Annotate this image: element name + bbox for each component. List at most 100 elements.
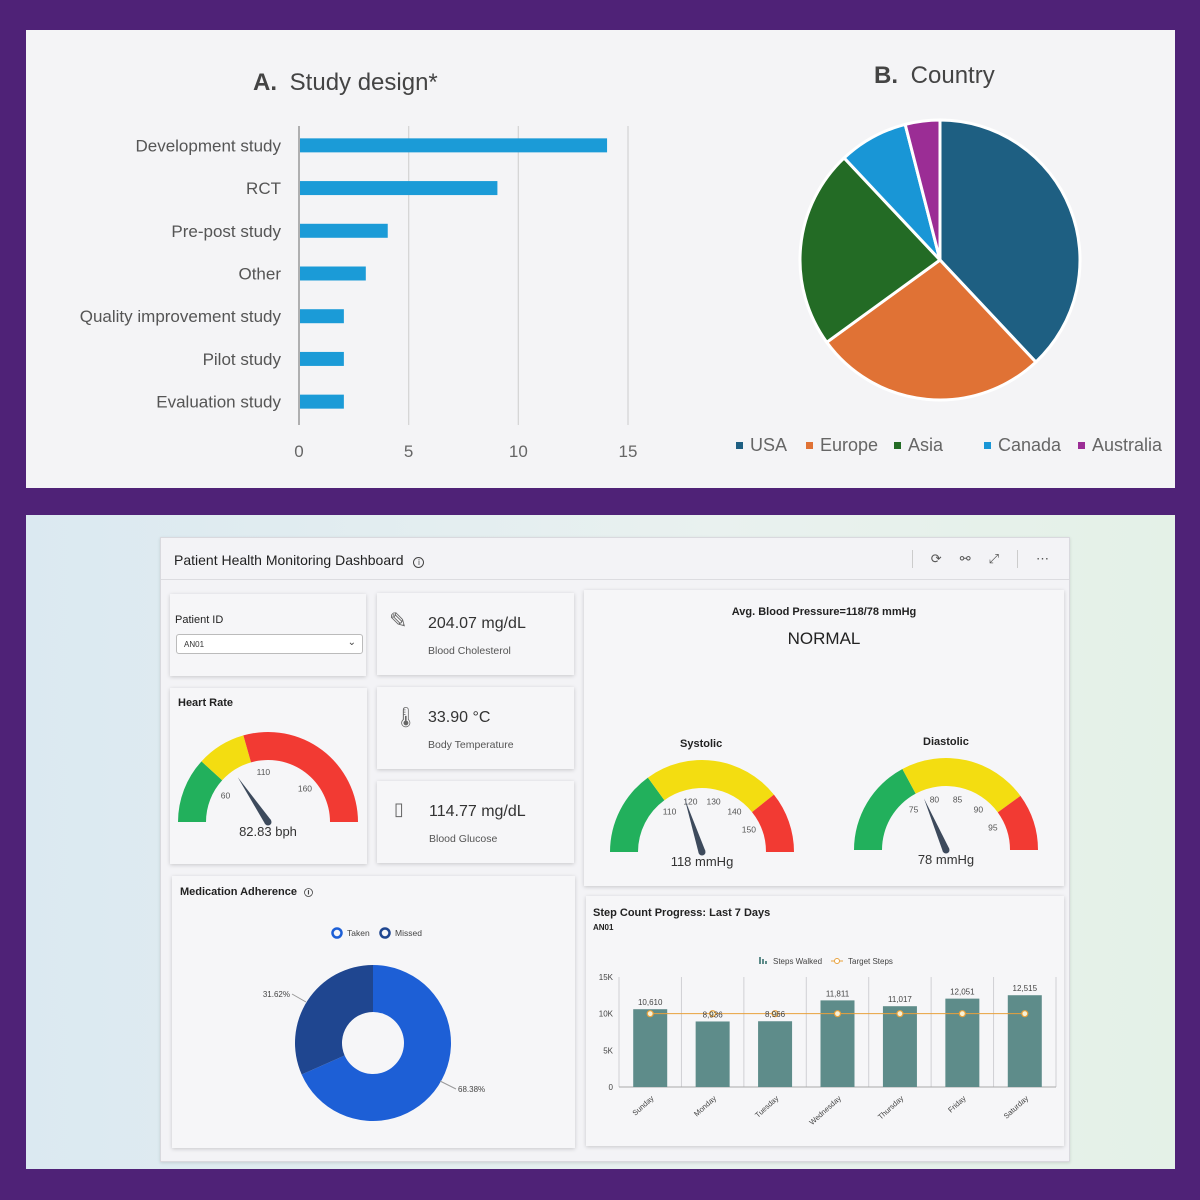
data-label: 31.62%: [263, 990, 290, 999]
gauge-tick-label: 160: [298, 783, 312, 793]
legend-label: Canada: [998, 435, 1062, 455]
gauge-tick-label: 120: [683, 796, 697, 806]
data-label: 12,051: [950, 988, 975, 997]
country-title: Country: [911, 62, 995, 89]
data-label: 11,017: [888, 995, 912, 1004]
legend-swatch: [806, 442, 813, 449]
glucose-label: Blood Glucose: [429, 833, 498, 845]
systolic-title: Systolic: [680, 738, 723, 750]
gauge-needle-hub: [698, 848, 706, 856]
y-tick-label: 0: [609, 1083, 614, 1092]
category-label: RCT: [246, 179, 281, 198]
legend-label: Missed: [395, 928, 422, 938]
gauge-needle-hub: [264, 818, 272, 826]
study-bar: [300, 309, 344, 324]
pie-slice: [824, 258, 1038, 402]
study-bar: [300, 181, 498, 196]
medication-title-wrap: Medication Adherence i: [180, 886, 314, 898]
target-point: [958, 1010, 966, 1018]
x-tick-label: Sunday: [631, 1094, 656, 1118]
glucose-meter-icon: ▯: [394, 799, 404, 820]
legend-swatch: [984, 442, 991, 449]
legend-label: Australia: [1092, 435, 1163, 455]
steps-bar: [1007, 995, 1042, 1087]
patient-id-select[interactable]: AN01 ⌄: [176, 634, 363, 654]
gauge-tick-label: 130: [706, 796, 720, 806]
info-icon[interactable]: i: [304, 888, 313, 897]
x-tick-label: Tuesday: [753, 1094, 780, 1120]
medication-card: Medication Adherence i Taken Missed 68.38…: [172, 876, 575, 1148]
info-icon[interactable]: i: [413, 557, 425, 568]
steps-bar: [695, 1021, 730, 1087]
toolbar-divider: [911, 550, 913, 568]
legend-label: Target Steps: [848, 957, 893, 966]
x-tick-label: Monday: [692, 1094, 718, 1119]
legend-label: USA: [750, 435, 787, 455]
category-label: Development study: [135, 136, 281, 155]
syringe-icon: ✎: [389, 609, 408, 634]
toolbar-divider: [1017, 550, 1018, 568]
target-point: [771, 1010, 779, 1018]
data-label: 8,936: [703, 1010, 724, 1019]
cholesterol-value: 204.07 mg/dL: [428, 615, 526, 632]
svg-text:A. Study design*: A. Study design*: [253, 69, 438, 96]
heart-rate-title: Heart Rate: [178, 697, 234, 709]
data-label: 12,515: [1013, 984, 1038, 993]
data-label: 10,610: [638, 998, 663, 1007]
diastolic-title: Diastolic: [923, 736, 969, 748]
data-label: 8,966: [765, 1010, 786, 1019]
y-tick-label: 5K: [603, 1046, 613, 1055]
temperature-value: 33.90 °C: [428, 709, 491, 726]
steps-card: Step Count Progress: Last 7 Days AN01 St…: [586, 896, 1064, 1146]
gauge-needle: [923, 798, 950, 852]
patient-id-label: Patient ID: [175, 614, 224, 626]
steps-title: Step Count Progress: Last 7 Days: [593, 907, 771, 919]
cholesterol-label: Blood Cholesterol: [428, 645, 511, 657]
blood-pressure-card: Avg. Blood Pressure=118/78 mmHg NORMAL S…: [584, 590, 1064, 886]
patient-dashboard: Patient Health Monitoring Dashboard i ⟳ …: [160, 537, 1070, 1162]
refresh-icon[interactable]: ⟳: [930, 551, 942, 566]
gauge-tick-label: 95: [988, 822, 998, 832]
heart-rate-gauge: 60 110 160 82.83 bph: [178, 732, 358, 839]
study-bar: [300, 351, 344, 366]
data-label: 68.38%: [458, 1085, 485, 1094]
gauge-tick-label: 110: [663, 806, 677, 816]
target-point: [833, 1010, 842, 1018]
more-options-icon[interactable]: ⋯: [1036, 551, 1049, 566]
view-icon[interactable]: ⚯: [959, 551, 971, 566]
legend-swatch: [894, 442, 901, 449]
x-tick-label: 10: [509, 442, 528, 461]
systolic-readout: 118 mmHg: [671, 854, 734, 869]
x-tick-label: 15: [619, 442, 638, 461]
label-leader: [291, 993, 307, 1003]
diastolic-readout: 78 mmHg: [918, 852, 974, 867]
gauge-tick-label: 60: [221, 791, 231, 801]
y-tick-label: 15K: [599, 973, 614, 982]
study-title-prefix: A.: [253, 69, 277, 96]
chevron-down-icon: ⌄: [347, 637, 356, 648]
steps-bar: [633, 1009, 668, 1087]
category-label: Pilot study: [203, 350, 282, 369]
pie-slice: [903, 118, 942, 261]
patient-id-card: Patient ID AN01 ⌄: [170, 594, 366, 676]
gauge-band: [997, 795, 1038, 850]
thermometer-icon: 🌡: [393, 705, 419, 729]
expand-icon[interactable]: ⤢: [988, 551, 999, 566]
gauge-band: [610, 777, 665, 852]
category-label: Other: [238, 265, 281, 284]
target-point: [896, 1010, 904, 1018]
dashboard-title-wrap: Patient Health Monitoring Dashboard i: [174, 552, 425, 568]
gauge-needle-hub: [942, 846, 950, 854]
gauge-band: [178, 761, 223, 822]
gauge-tick-label: 80: [930, 794, 940, 804]
donut-slice: [301, 965, 451, 1121]
heart-rate-readout: 82.83 bph: [239, 824, 297, 839]
target-point: [646, 1010, 654, 1018]
gauge-band: [752, 794, 794, 852]
patient-id-value: AN01: [184, 640, 205, 649]
steps-bar-chart: Steps Walked Target Steps 10,610 8,936 8,96…: [599, 957, 1057, 1127]
country-title-prefix: B.: [874, 62, 898, 89]
country-pie-chart: B. Country USA Europe Asia Canada Australia: [736, 62, 1163, 455]
study-bar: [300, 223, 388, 238]
